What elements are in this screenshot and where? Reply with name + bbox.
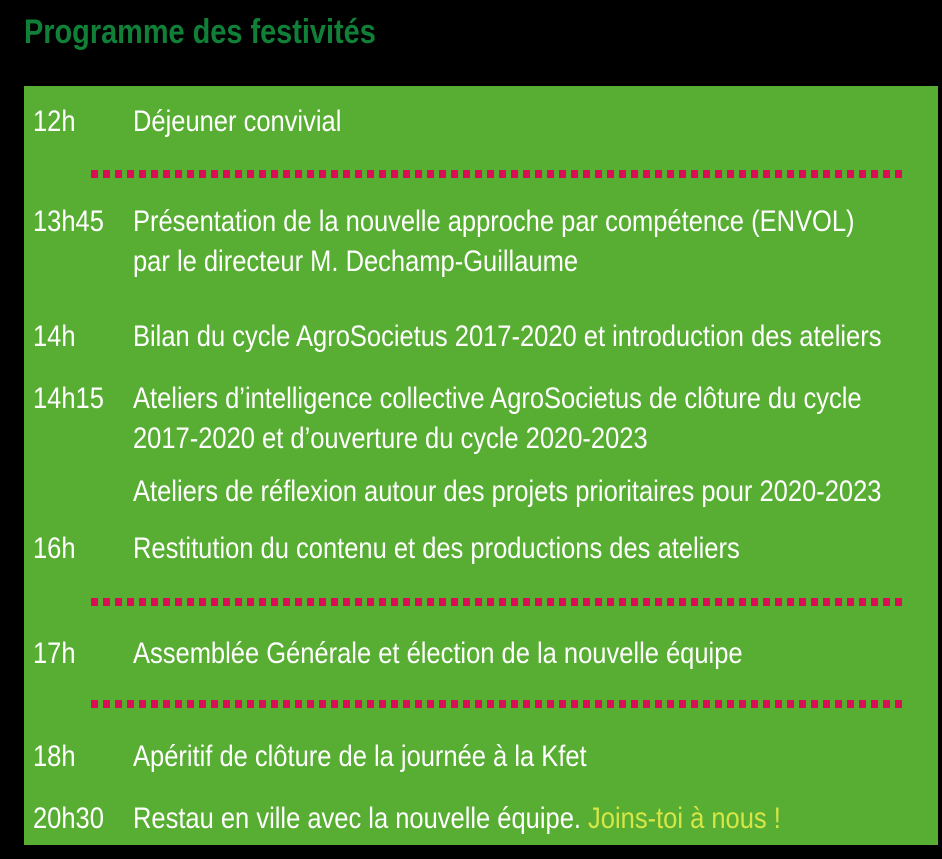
page-title: Programme des festivités <box>24 12 438 52</box>
event-description: Restau en ville avec la nouvelle équipe.… <box>133 799 895 839</box>
schedule-row-17h: 17h Assemblée Générale et élection de la… <box>33 634 938 674</box>
event-time: 13h45 <box>33 205 104 238</box>
schedule-row-12h: 12h Déjeuner convivial <box>33 102 938 142</box>
event-description: Présentation de la nouvelle approche par… <box>133 205 855 278</box>
schedule-row-14h15: 14h15 Ateliers d’intelligence collective… <box>33 379 938 459</box>
dotted-separator <box>91 700 907 708</box>
event-description: Bilan du cycle AgroSocietus 2017-2020 et… <box>133 320 882 353</box>
event-time: 14h15 <box>33 382 104 415</box>
schedule-row-20h30: 20h30 Restau en ville avec la nouvelle é… <box>33 799 938 839</box>
schedule-panel: 12h Déjeuner convivial 13h45 Présentatio… <box>24 86 938 845</box>
event-description: Restitution du contenu et des production… <box>133 532 740 565</box>
schedule-row-ateliers-reflexion: Ateliers de réflexion autour des projets… <box>33 472 938 512</box>
join-us-highlight: Joins-toi à nous ! <box>588 802 781 835</box>
event-description: Apéritif de clôture de la journée à la K… <box>133 740 587 773</box>
event-time: 17h <box>33 637 76 670</box>
dotted-separator <box>91 598 907 606</box>
event-description: Assemblée Générale et élection de la nou… <box>133 637 743 670</box>
schedule-row-18h: 18h Apéritif de clôture de la journée à … <box>33 737 938 777</box>
event-description: Ateliers de réflexion autour des projets… <box>133 475 882 508</box>
event-time: 12h <box>33 105 76 138</box>
event-time <box>33 472 133 512</box>
event-time: 14h <box>33 320 76 353</box>
page-title-text: Programme des festivités <box>24 13 376 51</box>
event-time: 18h <box>33 740 76 773</box>
event-time: 16h <box>33 532 76 565</box>
schedule-row-16h: 16h Restitution du contenu et des produc… <box>33 529 938 569</box>
event-time: 20h30 <box>33 802 104 835</box>
schedule-row-13h45: 13h45 Présentation de la nouvelle approc… <box>33 202 938 282</box>
schedule-row-14h: 14h Bilan du cycle AgroSocietus 2017-202… <box>33 317 938 357</box>
event-description: Déjeuner convivial <box>133 105 342 138</box>
event-description: Ateliers d’intelligence collective AgroS… <box>133 382 862 455</box>
dotted-separator <box>91 170 907 178</box>
event-description-text: Restau en ville avec la nouvelle équipe. <box>133 802 589 835</box>
